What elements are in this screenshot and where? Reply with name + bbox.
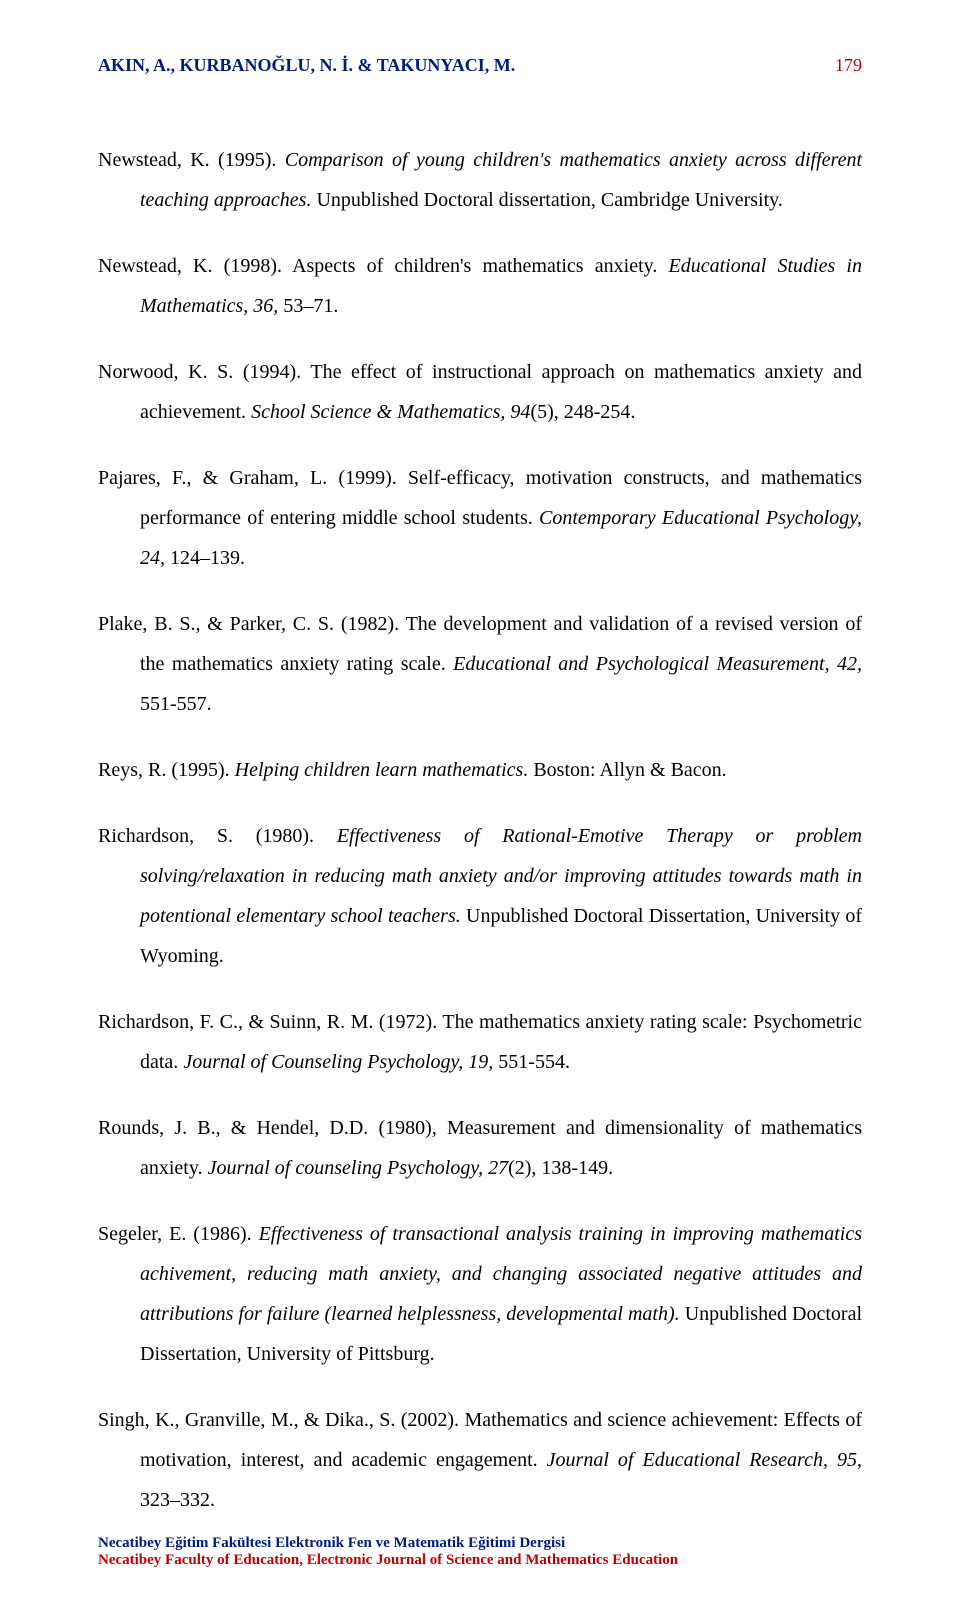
ref-text: Boston: Allyn & Bacon.: [528, 759, 726, 781]
page-footer: Necatibey Eğitim Fakültesi Elektronik Fe…: [98, 1535, 862, 1569]
reference-item: Newstead, K. (1998). Aspects of children…: [98, 246, 862, 326]
reference-item: Richardson, F. C., & Suinn, R. M. (1972)…: [98, 1002, 862, 1082]
ref-italic: Journal of counseling Psychology, 27: [208, 1157, 509, 1179]
ref-italic: Helping children learn mathematics.: [235, 759, 529, 781]
ref-text: (5), 248-254.: [530, 401, 635, 423]
ref-italic: Journal of Counseling Psychology, 19,: [183, 1051, 493, 1073]
reference-item: Singh, K., Granville, M., & Dika., S. (2…: [98, 1400, 862, 1520]
ref-text: Segeler, E. (1986).: [98, 1223, 259, 1245]
running-header: AKIN, A., KURBANOĞLU, N. İ. & TAKUNYACI,…: [98, 55, 862, 76]
reference-item: Newstead, K. (1995). Comparison of young…: [98, 140, 862, 220]
reference-item: Richardson, S. (1980). Effectiveness of …: [98, 816, 862, 976]
footer-journal-en: Necatibey Faculty of Education, Electron…: [98, 1552, 862, 1569]
ref-text: 323–332.: [140, 1489, 215, 1511]
ref-text: Newstead, K. (1998). Aspects of children…: [98, 255, 669, 277]
ref-text: Unpublished Doctoral dissertation, Cambr…: [311, 189, 782, 211]
ref-text: 551-557.: [140, 693, 212, 715]
ref-text: 551-554.: [493, 1051, 570, 1073]
ref-text: 53–71.: [278, 295, 338, 317]
ref-text: Reys, R. (1995).: [98, 759, 235, 781]
reference-item: Reys, R. (1995). Helping children learn …: [98, 750, 862, 790]
reference-item: Norwood, K. S. (1994). The effect of ins…: [98, 352, 862, 432]
ref-italic: Educational and Psychological Measuremen…: [453, 653, 862, 675]
footer-journal-tr: Necatibey Eğitim Fakültesi Elektronik Fe…: [98, 1535, 862, 1552]
header-authors: AKIN, A., KURBANOĞLU, N. İ. & TAKUNYACI,…: [98, 55, 515, 76]
header-page-number: 179: [835, 55, 862, 76]
ref-italic: School Science & Mathematics, 94: [251, 401, 530, 423]
ref-italic: Journal of Educational Research, 95,: [547, 1449, 862, 1471]
reference-item: Rounds, J. B., & Hendel, D.D. (1980), Me…: [98, 1108, 862, 1188]
reference-item: Pajares, F., & Graham, L. (1999). Self-e…: [98, 458, 862, 578]
ref-text: (2), 138-149.: [508, 1157, 613, 1179]
reference-item: Plake, B. S., & Parker, C. S. (1982). Th…: [98, 604, 862, 724]
ref-text: 124–139.: [165, 547, 245, 569]
ref-text: Richardson, S. (1980).: [98, 825, 337, 847]
reference-item: Segeler, E. (1986). Effectiveness of tra…: [98, 1214, 862, 1374]
ref-text: Newstead, K. (1995).: [98, 149, 285, 171]
